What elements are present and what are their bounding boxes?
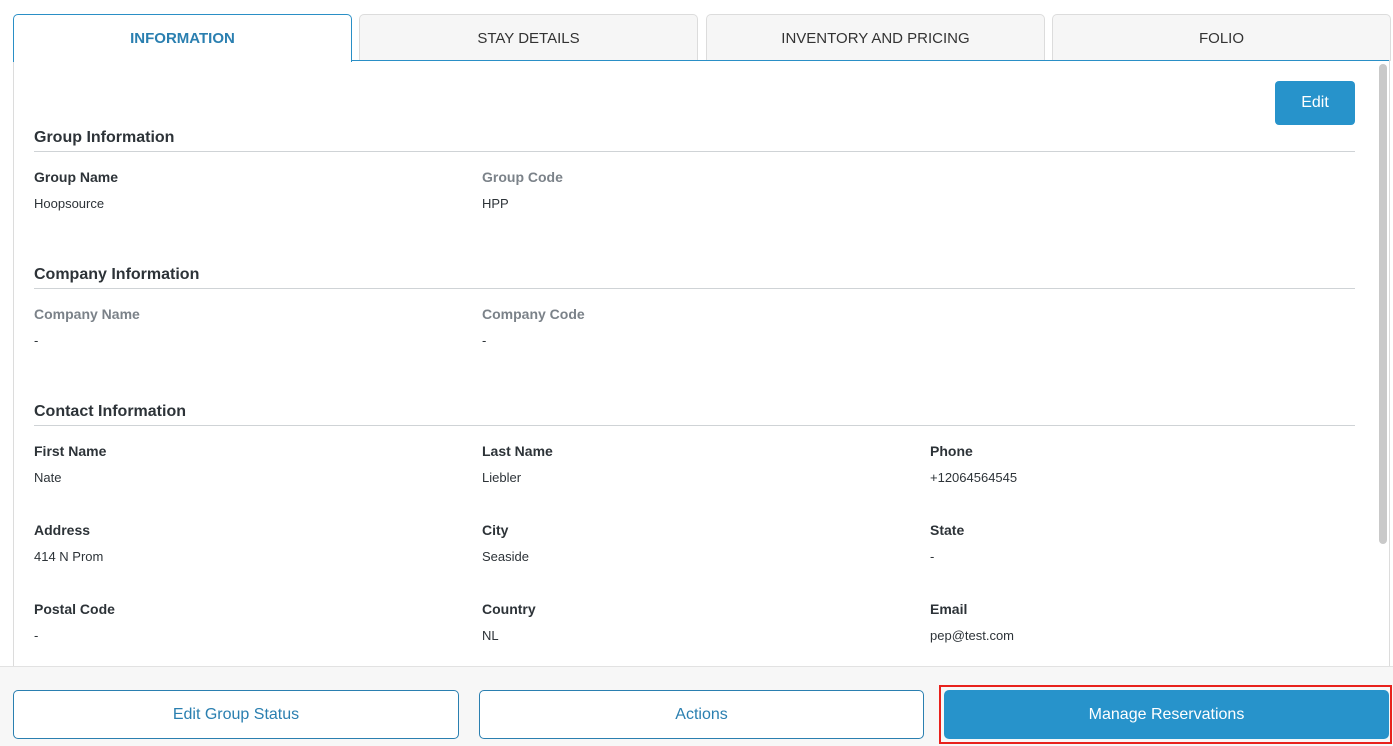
tab-folio[interactable]: FOLIO [1052,14,1391,61]
group-code-value: HPP [482,196,509,211]
edit-button[interactable]: Edit [1275,81,1355,125]
group-code-label: Group Code [482,169,563,185]
company-name-label: Company Name [34,306,140,322]
postal-code-value: - [34,628,39,643]
section-title-contact: Contact Information [34,403,1355,426]
state-label: State [930,522,965,538]
last-name-value: Liebler [482,470,522,485]
tab-inventory-and-pricing[interactable]: INVENTORY AND PRICING [706,14,1045,61]
company-code-label: Company Code [482,306,585,322]
section-title-group: Group Information [34,129,1355,152]
city-label: City [482,522,509,538]
country-value: NL [482,628,499,643]
state-value: - [930,549,935,564]
tab-information[interactable]: INFORMATION [13,14,352,62]
tab-stay-details[interactable]: STAY DETAILS [359,14,698,61]
edit-group-status-button[interactable]: Edit Group Status [13,690,459,739]
phone-value: +12064564545 [930,470,1018,485]
email-value: pep@test.com [930,628,1015,643]
first-name-label: First Name [34,443,107,459]
information-panel: Edit Group Information Group Name Hoopso… [13,60,1390,666]
address-label: Address [34,522,91,538]
address-value: 414 N Prom [34,549,104,564]
group-name-value: Hoopsource [34,196,105,211]
tab-divider [351,60,1390,61]
section-title-company: Company Information [34,266,1355,289]
city-value: Seaside [482,549,529,564]
company-code-value: - [482,333,487,348]
country-label: Country [482,601,536,617]
company-name-value: - [34,333,39,348]
postal-code-label: Postal Code [34,601,115,617]
actions-button[interactable]: Actions [479,690,924,739]
manage-reservations-button[interactable]: Manage Reservations [944,690,1389,739]
phone-label: Phone [930,443,973,459]
last-name-label: Last Name [482,443,553,459]
first-name-value: Nate [34,470,62,485]
group-name-label: Group Name [34,169,119,185]
email-label: Email [930,601,968,617]
scrollbar[interactable] [1379,64,1387,544]
